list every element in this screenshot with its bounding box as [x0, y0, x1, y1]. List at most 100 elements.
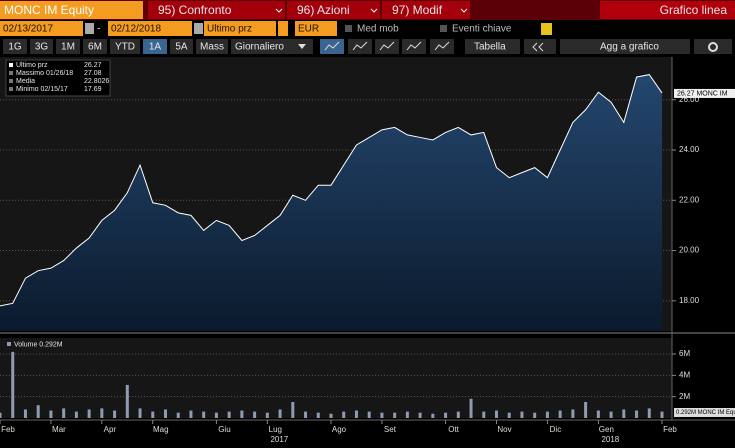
calendar-icon[interactable]	[85, 23, 94, 34]
volume-bar	[100, 408, 104, 418]
start-date-text: 02/13/2017	[3, 24, 53, 35]
last-price-label: 26.27 MONC IM	[677, 90, 728, 97]
add-button[interactable]	[560, 39, 690, 54]
calendar-icon[interactable]	[194, 23, 203, 34]
end-date[interactable]	[108, 21, 192, 36]
period-button[interactable]	[3, 39, 27, 54]
volume-bar	[189, 410, 193, 418]
start-date[interactable]	[0, 21, 83, 36]
period-label: Mass	[200, 42, 224, 53]
ticker: MONC IM Equity	[4, 3, 94, 17]
volume-legend-swatch	[7, 342, 11, 346]
legend-label: Massimo 01/26/18	[16, 70, 73, 77]
volume-bar	[367, 411, 371, 418]
volume-bar	[558, 410, 562, 418]
chart-type-button[interactable]	[348, 39, 372, 54]
volume-bar	[635, 410, 639, 418]
field-select-text: Ultimo prz	[207, 24, 252, 35]
y-tick-label: 4M	[679, 370, 690, 379]
period-label: 1A	[149, 42, 162, 53]
chart-type-button[interactable]	[430, 39, 454, 54]
price-line	[0, 74, 663, 307]
year-label: 2018	[601, 435, 619, 444]
volume-bar	[291, 402, 295, 418]
volume-bar	[545, 411, 549, 418]
currency-select[interactable]	[295, 21, 337, 36]
ticker-field[interactable]	[0, 1, 143, 19]
legend-swatch	[9, 71, 13, 75]
volume-bar	[393, 412, 397, 418]
tab-arrow	[275, 8, 283, 13]
volume-bar	[354, 410, 358, 418]
legend-box	[5, 59, 111, 97]
period-button[interactable]	[30, 39, 53, 54]
period-button[interactable]	[110, 39, 140, 54]
volume-bar	[176, 412, 180, 418]
legend-value: 26.27	[84, 62, 102, 69]
frequency-select[interactable]	[231, 39, 313, 54]
volume-bar	[125, 384, 129, 418]
volume-bar	[609, 411, 613, 418]
period-button[interactable]	[143, 39, 167, 54]
volume-bar	[87, 409, 91, 418]
y-tick-label: 18.00	[679, 296, 700, 305]
last-price-box	[674, 88, 735, 98]
volume-bar	[227, 411, 231, 418]
tab-arrow	[460, 8, 468, 13]
checkbox[interactable]	[440, 25, 447, 32]
tab[interactable]	[287, 1, 380, 19]
volume-bar	[380, 412, 384, 418]
period-label: 6M	[88, 42, 102, 53]
tab[interactable]	[382, 1, 470, 19]
volume-bar	[253, 411, 257, 418]
chart-type-button[interactable]	[320, 39, 344, 54]
x-tick-label: Apr	[104, 425, 117, 434]
x-tick-label: Set	[384, 425, 397, 434]
volume-bar	[214, 412, 218, 418]
chart-type-button[interactable]	[402, 39, 426, 54]
period-button[interactable]	[196, 39, 228, 54]
volume-bar	[11, 351, 15, 418]
x-tick-label: Nov	[497, 425, 511, 434]
volume-bar	[647, 408, 651, 418]
volume-bar	[74, 411, 78, 418]
x-tick-label: Lug	[269, 425, 282, 434]
table-button[interactable]	[465, 39, 520, 54]
info-icon[interactable]	[541, 23, 552, 35]
legend-swatch	[9, 79, 13, 83]
x-tick-label: Mar	[52, 425, 66, 434]
volume-bar	[418, 412, 422, 418]
volume-bar	[202, 411, 206, 418]
end-date-text: 02/12/2018	[111, 24, 161, 35]
legend-swatch	[9, 87, 13, 91]
period-button[interactable]	[170, 39, 193, 54]
y-tick-label: 6M	[679, 349, 690, 358]
field-select[interactable]	[204, 21, 276, 36]
volume-bar	[316, 412, 320, 418]
mode-field[interactable]	[600, 1, 735, 19]
legend-value: 17.69	[84, 86, 102, 93]
legend-label: Ultimo prz	[16, 62, 48, 69]
volume-bar	[265, 412, 269, 418]
tab[interactable]	[148, 1, 285, 19]
legend-value: 22.8026	[84, 78, 109, 85]
volume-bar	[164, 409, 167, 418]
price-area	[0, 74, 662, 332]
volume-bar	[507, 412, 511, 418]
y-tick-label: 22.00	[679, 195, 700, 204]
checkbox[interactable]	[345, 25, 352, 32]
period-button[interactable]	[56, 39, 80, 54]
y-tick-label: 20.00	[679, 246, 700, 255]
x-tick-label: Feb	[663, 425, 677, 434]
dropdown[interactable]	[278, 21, 288, 36]
volume-bar	[622, 409, 626, 418]
chart-type-button[interactable]	[375, 39, 399, 54]
last-volume-box	[674, 408, 735, 417]
volume-bar	[520, 411, 524, 418]
y-tick-label: 24.00	[679, 145, 700, 154]
settings-button[interactable]	[694, 39, 732, 54]
tab-label: 97) Modif	[392, 3, 443, 17]
legend-label: Media	[16, 78, 35, 85]
period-button[interactable]	[83, 39, 107, 54]
volume-bar	[584, 402, 588, 418]
